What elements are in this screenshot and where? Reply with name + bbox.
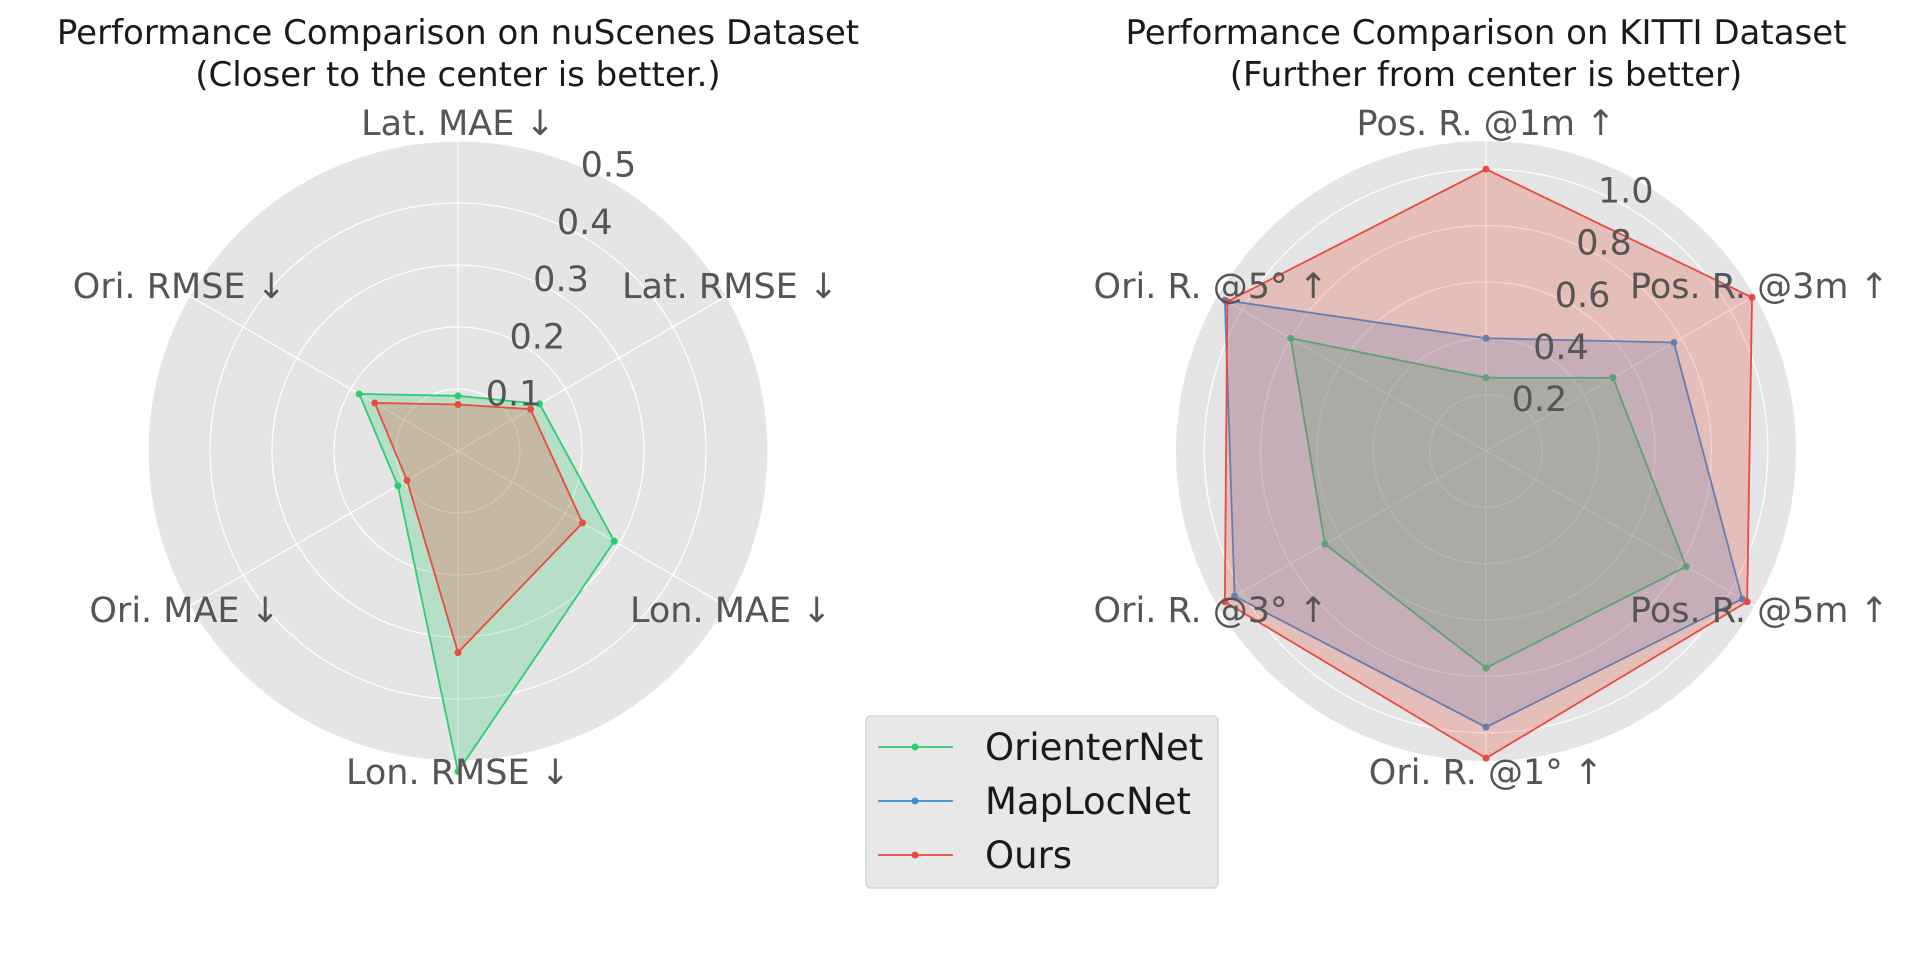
legend-box [865,715,1219,889]
kitti-radar-series [1221,165,1756,762]
data-point-orienternet-1 [1609,374,1617,382]
series-area-orienternet [1290,338,1687,668]
data-point-ours-1 [1748,293,1756,301]
data-point-orienternet-5 [355,390,363,398]
legend-swatch-marker [911,743,919,751]
grid-spoke [1217,295,1487,452]
kitti-radar-chart: Performance Comparison on KITTI Dataset … [1094,13,1889,793]
radial-tick-label: 0.5 [581,146,637,186]
series-orienternet [355,390,618,776]
grid-spoke [1485,450,1755,607]
data-point-orienternet-0 [1482,374,1490,382]
axis-label-pos-r-3m: Pos. R. @3m ↑ [1630,267,1889,307]
axis-label-lat-mae: Lat. MAE ↓ [361,104,555,144]
axis-label-pos-r-5m: Pos. R. @5m ↑ [1630,591,1889,631]
legend-label: OrienterNet [985,726,1203,769]
nuscenes-chart-subtitle: (Closer to the center is better.) [195,55,720,95]
data-point-orienternet-2 [1682,563,1690,571]
axis-label-ori-r-3: Ori. R. @3° ↑ [1094,591,1328,631]
series-ours [371,399,587,656]
data-point-orienternet-1 [536,400,544,408]
legend-item-orienternet: OrienterNet [878,726,1203,769]
nuscenes-axis-labels: Lat. MAE ↓ Lat. RMSE ↓ Lon. MAE ↓ Lon. RMSE… [73,104,838,793]
axis-label-ori-rmse: Ori. RMSE ↓ [73,267,286,307]
data-point-ours-3 [454,649,462,656]
data-point-orienternet-3 [1482,664,1490,672]
radial-tick-label: 0.1 [486,375,542,415]
data-point-ours-4 [1221,598,1229,606]
grid-spoke [1485,295,1755,452]
axis-label-pos-r-1m: Pos. R. @1m ↑ [1357,104,1616,144]
axis-label-ori-r-1: Ori. R. @1° ↑ [1369,753,1603,793]
radial-tick-label: 0.3 [533,260,589,300]
radial-tick-label: 0.4 [557,203,613,243]
kitti-chart-title: Performance Comparison on KITTI Dataset [1125,13,1846,53]
data-point-ours-2 [1743,598,1751,606]
series-ours [1221,165,1756,762]
data-point-orienternet-0 [454,392,462,400]
data-point-ours-1 [526,405,534,413]
nuscenes-radar-chart: Performance Comparison on nuScenes Datas… [57,13,859,793]
grid-spoke [189,295,459,452]
axis-label-ori-mae: Ori. MAE ↓ [89,591,280,631]
legend-swatch-marker [911,851,919,859]
series-area-maplocnet [1224,300,1743,728]
data-point-maplocnet-1 [1670,339,1678,346]
data-point-ours-3 [1482,754,1490,762]
grid-spoke [1217,450,1487,607]
legend-item-ours: Ours [878,834,1072,877]
axis-label-lat-rmse: Lat. RMSE ↓ [622,267,838,307]
legend-item-maplocnet: MapLocNet [878,780,1191,823]
radial-tick-label: 0.4 [1533,328,1589,368]
data-point-ours-4 [403,476,411,484]
series-area-ours [374,402,583,653]
data-point-ours-5 [1223,298,1231,306]
series-orienternet [1287,334,1690,672]
legend-label: Ours [985,834,1072,877]
radial-tick-label: 0.2 [1512,380,1568,420]
data-point-maplocnet-4 [1231,592,1239,600]
kitti-axis-labels: Pos. R. @1m ↑ Pos. R. @3m ↑ Pos. R. @5m ↑ O… [1094,104,1889,793]
data-point-ours-5 [371,399,379,407]
nuscenes-radar-grid [147,140,769,762]
axis-label-lon-mae: Lon. MAE ↓ [630,591,831,631]
legend: OrienterNet MapLocNet Ours [865,715,1219,889]
data-point-maplocnet-3 [1482,723,1490,731]
series-area-orienternet [359,393,615,772]
axis-label-lon-rmse: Lon. RMSE ↓ [346,753,570,793]
radial-tick-label: 0.2 [509,317,565,357]
nuscenes-chart-title: Performance Comparison on nuScenes Datas… [57,13,859,53]
nuscenes-radial-ticks: 0.1 0.2 0.3 0.4 0.5 [486,146,637,415]
legend-label: MapLocNet [985,780,1191,823]
data-point-ours-2 [579,519,587,527]
grid-spoke [457,450,727,607]
data-point-orienternet-5 [1287,334,1295,342]
kitti-chart-subtitle: (Further from center is better) [1230,55,1743,95]
radial-tick-label: 0.8 [1576,224,1632,264]
radial-tick-label: 0.6 [1555,276,1611,316]
data-point-orienternet-4 [1321,540,1329,548]
data-point-orienternet-4 [394,482,402,490]
grid-spoke [189,450,459,607]
legend-swatch-marker [911,797,919,805]
data-point-orienternet-2 [610,537,618,545]
kitti-radial-ticks: 0.2 0.4 0.6 0.8 1.0 [1512,172,1654,420]
data-point-ours-0 [454,401,462,408]
axis-label-ori-r-5: Ori. R. @5° ↑ [1094,267,1328,307]
grid-spoke [457,295,727,452]
data-point-ours-0 [1482,165,1490,173]
data-point-maplocnet-0 [1482,334,1490,342]
radial-tick-label: 1.0 [1598,172,1654,212]
series-area-ours [1224,169,1753,759]
nuscenes-radar-series [355,390,618,776]
data-point-orienternet-3 [454,768,462,776]
